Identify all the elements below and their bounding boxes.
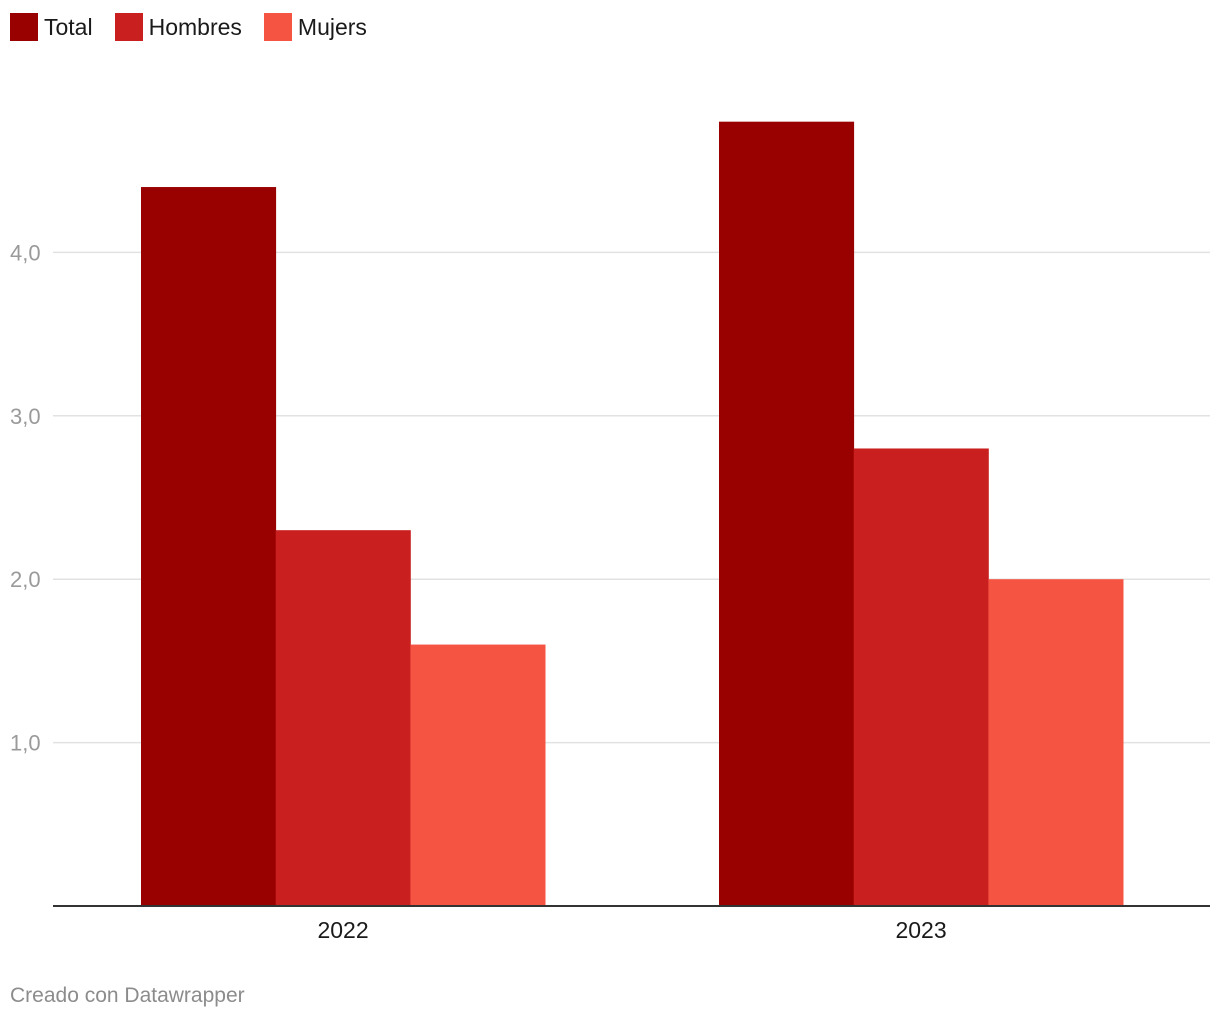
legend-label: Mujers [297,13,367,40]
bar-total-2023 [719,121,855,907]
y-tick-label: 1,0 [10,731,41,756]
x-tick-label: 2022 [317,917,368,943]
legend-item-1: Total [10,13,93,41]
x-axis-labels: 2022 2023 [317,917,946,943]
y-tick-label: 4,0 [10,240,41,265]
y-tick-label: 3,0 [10,404,41,429]
y-tick-label: 2,0 [10,567,41,592]
bar-hombres-2022 [275,530,411,906]
bar-mujeres-2022 [410,644,546,906]
legend-item-3: Mujers [263,13,367,41]
x-tick-label: 2023 [895,917,946,943]
bar-total-2022 [141,187,277,907]
legend-label: Total [44,13,93,40]
bar-hombres-2023 [853,448,989,906]
legend-label: Hombres [148,13,242,40]
legend-item-2: Hombres [114,13,242,41]
legend-swatch [263,13,292,41]
bars [141,121,1124,907]
legend-swatch [10,13,38,41]
chart-legend: Total Hombres Mujers [10,12,389,42]
y-axis-labels: 1,0 2,0 3,0 4,0 [10,240,41,755]
bar-mujeres-2023 [988,579,1124,906]
legend-swatch [114,13,143,41]
credit-text: Creado con Datawrapper [10,984,245,1007]
